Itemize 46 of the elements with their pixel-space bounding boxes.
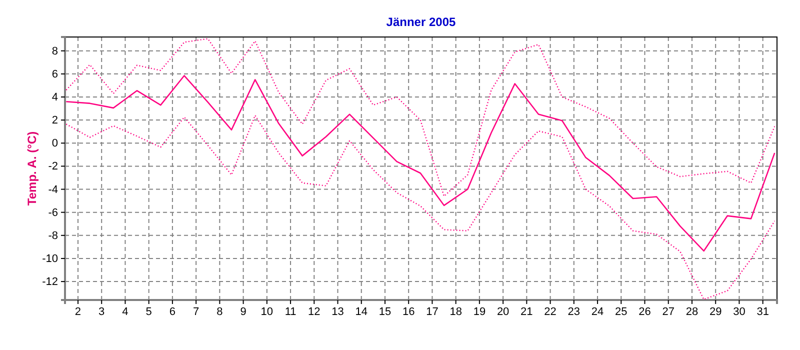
x-tick-label: 10 — [260, 306, 274, 318]
x-tick-label: 23 — [568, 306, 580, 318]
x-tick-label: 22 — [544, 306, 556, 318]
x-tick-label: 8 — [216, 306, 223, 318]
y-tick-label: 4 — [52, 92, 58, 104]
x-tick-label: 21 — [520, 306, 533, 318]
y-tick-label: 0 — [52, 138, 58, 150]
x-tick-label: 9 — [240, 306, 246, 318]
y-tick-label: 2 — [52, 114, 58, 127]
y-tick-label: -6 — [48, 206, 58, 219]
x-tick-label: 27 — [662, 306, 674, 318]
line-series — [66, 38, 776, 197]
x-tick-label: 26 — [638, 306, 651, 318]
x-tick-label: 12 — [308, 306, 320, 318]
line-series — [66, 114, 776, 300]
y-tick-label: -12 — [42, 276, 58, 288]
x-tick-label: 31 — [756, 306, 769, 318]
x-tick-label: 25 — [615, 306, 628, 318]
line-series — [66, 74, 776, 252]
y-tick-label: -4 — [48, 184, 58, 196]
x-tick-label: 3 — [98, 306, 105, 318]
x-tick-label: 7 — [193, 306, 200, 318]
y-tick-label: -2 — [48, 160, 58, 173]
chart-title: Jänner 2005 — [386, 15, 456, 29]
x-tick-label: 11 — [284, 306, 296, 318]
x-tick-label: 24 — [591, 306, 604, 318]
x-tick-label: 16 — [402, 306, 415, 318]
y-tick-label: -8 — [48, 230, 58, 242]
x-tick-label: 18 — [450, 306, 462, 318]
x-tick-label: 29 — [709, 306, 722, 318]
y-tick-label: 6 — [52, 68, 58, 80]
x-tick-label: 19 — [473, 306, 486, 318]
x-tick-label: 28 — [686, 306, 698, 318]
y-axis-title: Temp. A. (°C) — [25, 131, 39, 206]
x-tick-label: 2 — [74, 306, 82, 318]
y-tick-label: 8 — [52, 45, 58, 58]
x-tick-label: 5 — [146, 306, 152, 318]
x-tick-label: 6 — [169, 306, 176, 318]
x-tick-label: 13 — [332, 306, 344, 318]
x-tick-label: 30 — [733, 306, 746, 318]
x-tick-label: 15 — [378, 306, 392, 318]
x-tick-label: 17 — [426, 306, 438, 318]
x-tick-label: 4 — [122, 306, 128, 318]
x-tick-label: 20 — [496, 306, 510, 318]
x-tick-label: 14 — [355, 306, 368, 318]
y-tick-label: -10 — [42, 252, 58, 265]
